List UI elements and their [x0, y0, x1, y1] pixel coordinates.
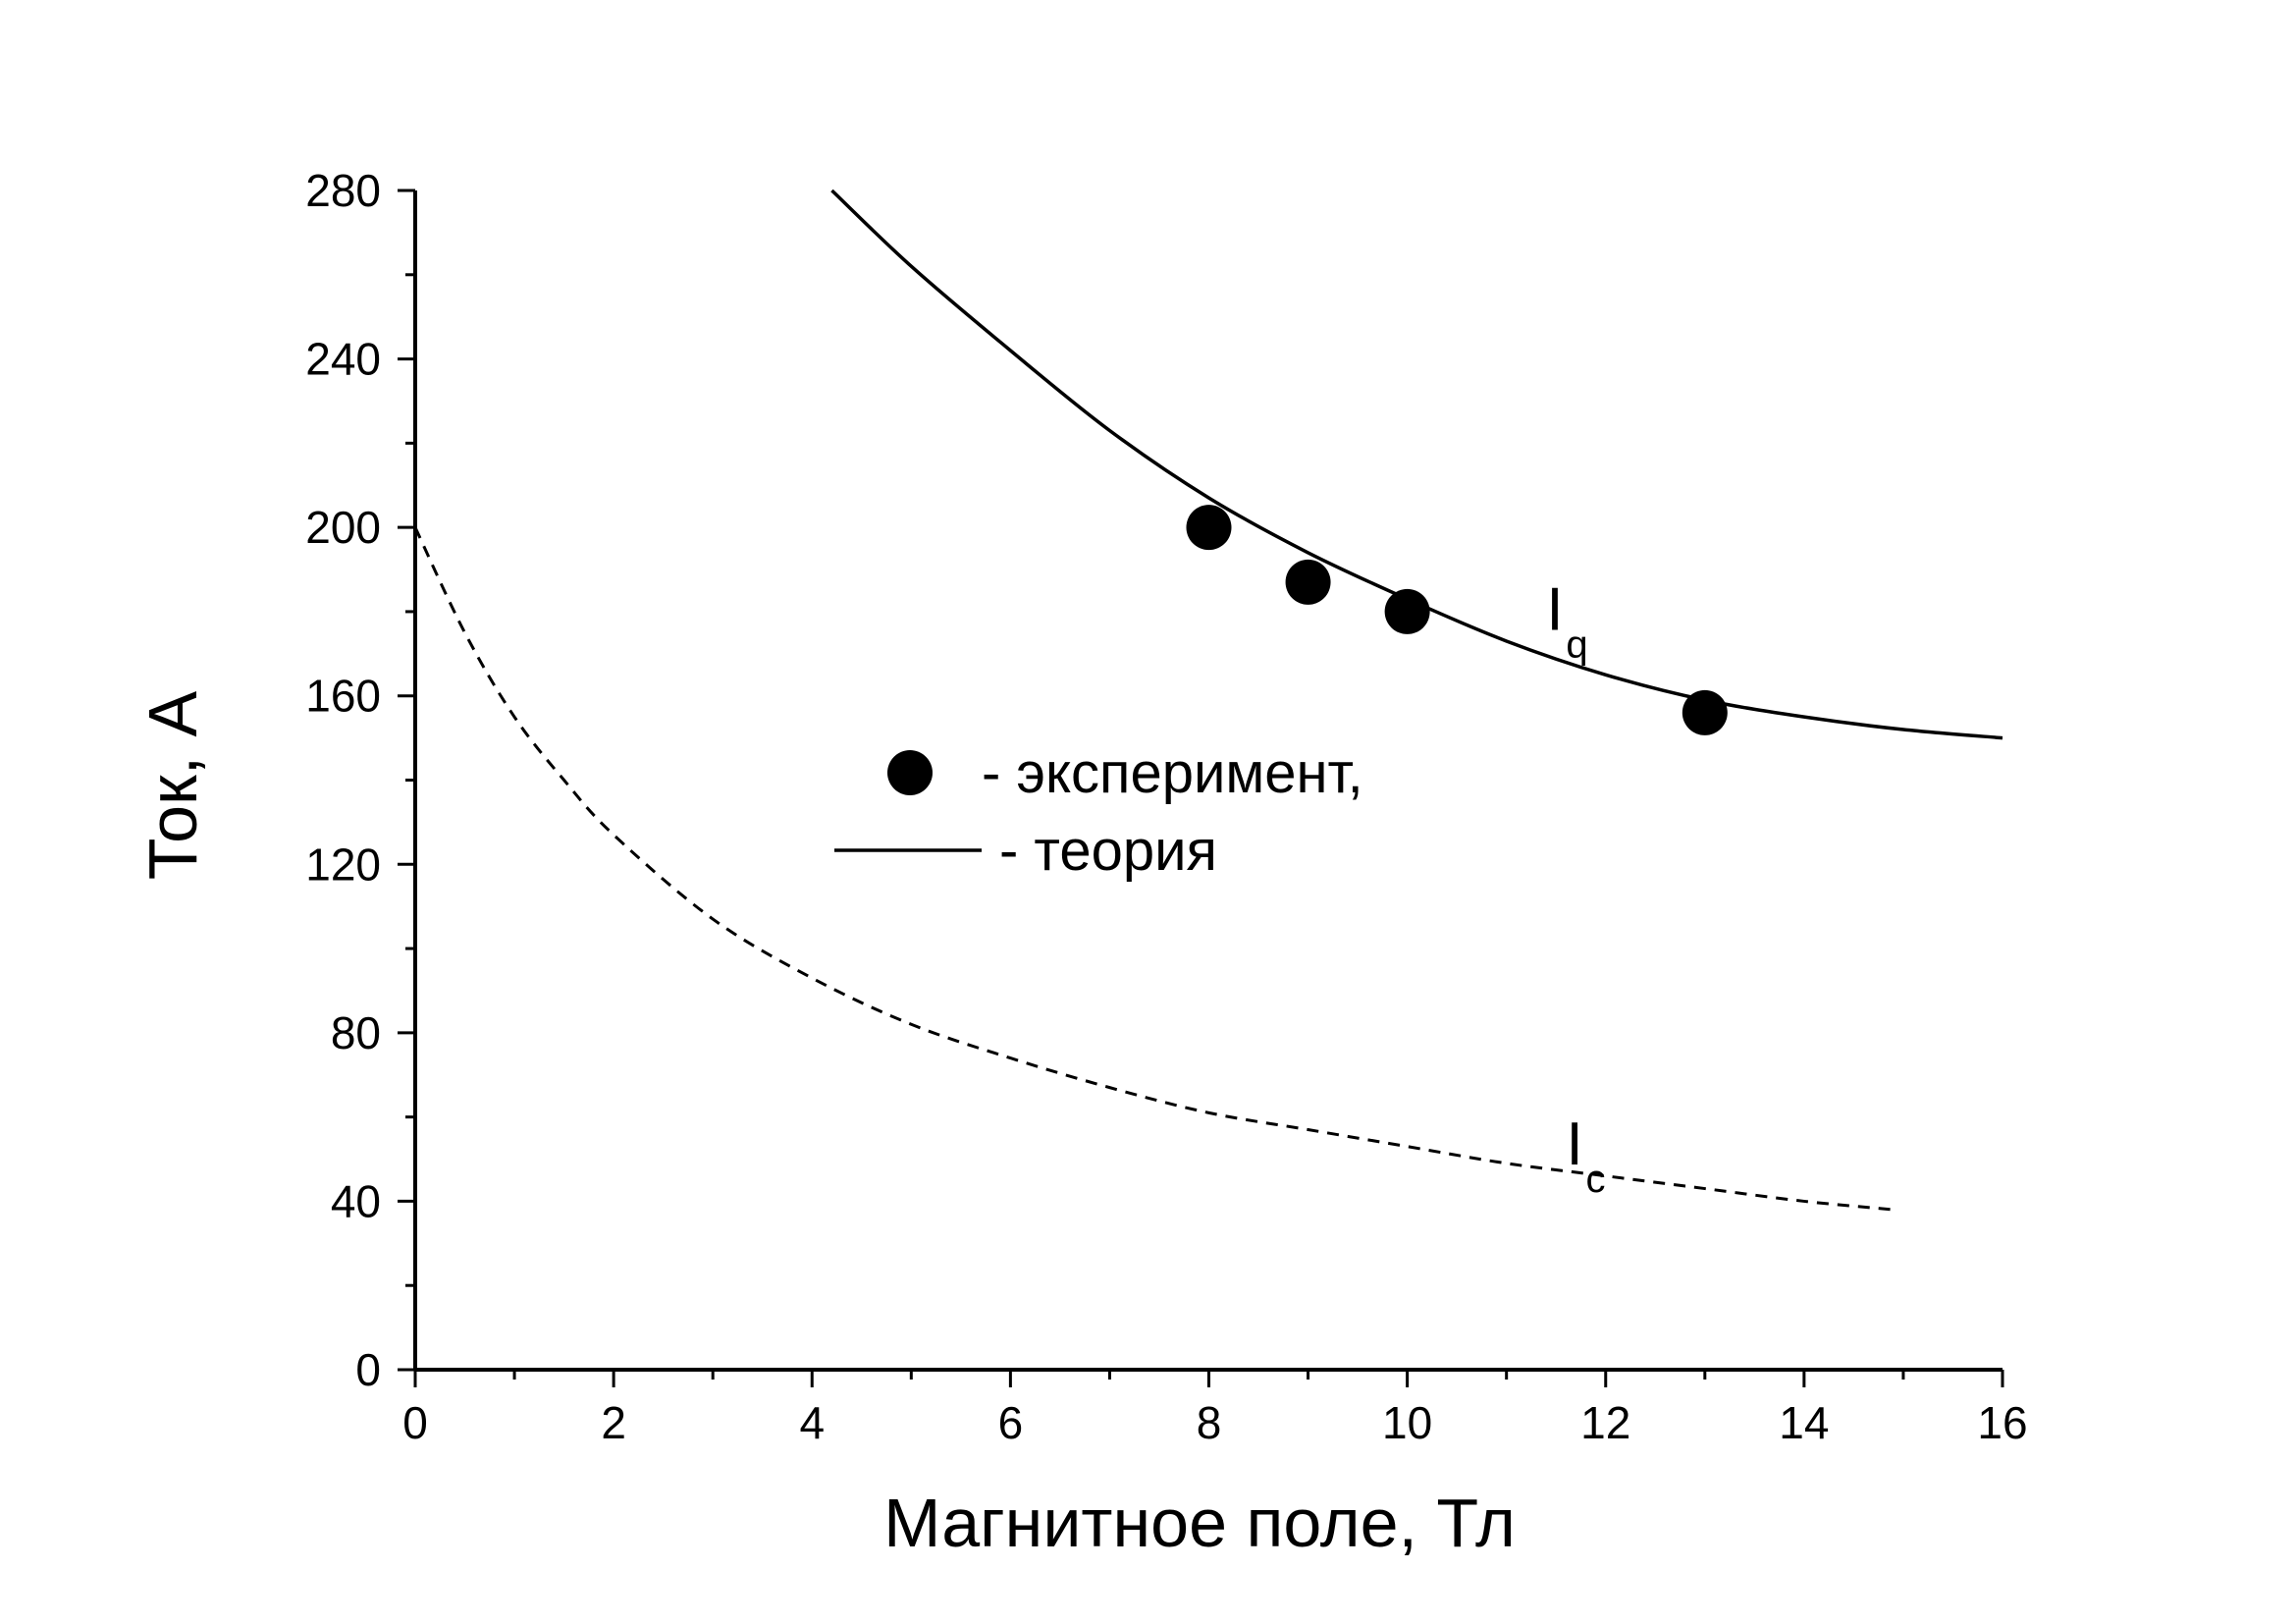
x-tick-label: 16 [1977, 1397, 2027, 1448]
legend-label-experiment: - эксперимент, [982, 741, 1363, 805]
y-tick-label: 240 [305, 334, 381, 385]
y-axis-title: Ток, А [134, 690, 211, 880]
x-ticks: 0 2 4 6 8 10 12 14 16 [402, 1370, 2028, 1448]
experiment-point [1186, 505, 1232, 551]
experiment-point [1285, 559, 1331, 605]
theory-curve-iq [830, 189, 2003, 740]
y-tick-label: 80 [331, 1007, 381, 1058]
y-tick-label: 0 [355, 1344, 381, 1395]
y-tick-label: 120 [305, 839, 381, 890]
x-tick-label: 0 [402, 1397, 428, 1448]
x-tick-label: 2 [601, 1397, 626, 1448]
y-tick-label: 200 [305, 502, 381, 553]
dashed-curve-ic [413, 526, 1894, 1212]
curve-label: I [1567, 1110, 1583, 1178]
curve-label-subscript: c [1586, 1158, 1606, 1201]
x-tick-label: 14 [1779, 1397, 1829, 1448]
x-tick-label: 4 [799, 1397, 825, 1448]
x-tick-label: 12 [1580, 1397, 1630, 1448]
experiment-point [1682, 689, 1728, 735]
legend-marker-experiment [887, 750, 933, 795]
y-tick-label: 40 [331, 1175, 381, 1226]
y-ticks: 0 40 80 120 160 200 240 280 [305, 165, 415, 1395]
experiment-point [1384, 588, 1430, 634]
legend: - эксперимент, - теория [834, 741, 1363, 883]
legend-label-theory: - теория [999, 819, 1217, 883]
x-tick-label: 6 [998, 1397, 1024, 1448]
series-points [1186, 505, 1728, 735]
curve-label-subscript: q [1566, 623, 1587, 667]
x-tick-label: 10 [1382, 1397, 1432, 1448]
x-tick-label: 8 [1197, 1397, 1222, 1448]
x-axis-title: Магнитное поле, Тл [883, 1485, 1516, 1561]
curve-label: I [1546, 576, 1563, 644]
y-tick-label: 280 [305, 165, 381, 216]
series-lines [413, 189, 2003, 1212]
y-tick-label: 160 [305, 671, 381, 722]
